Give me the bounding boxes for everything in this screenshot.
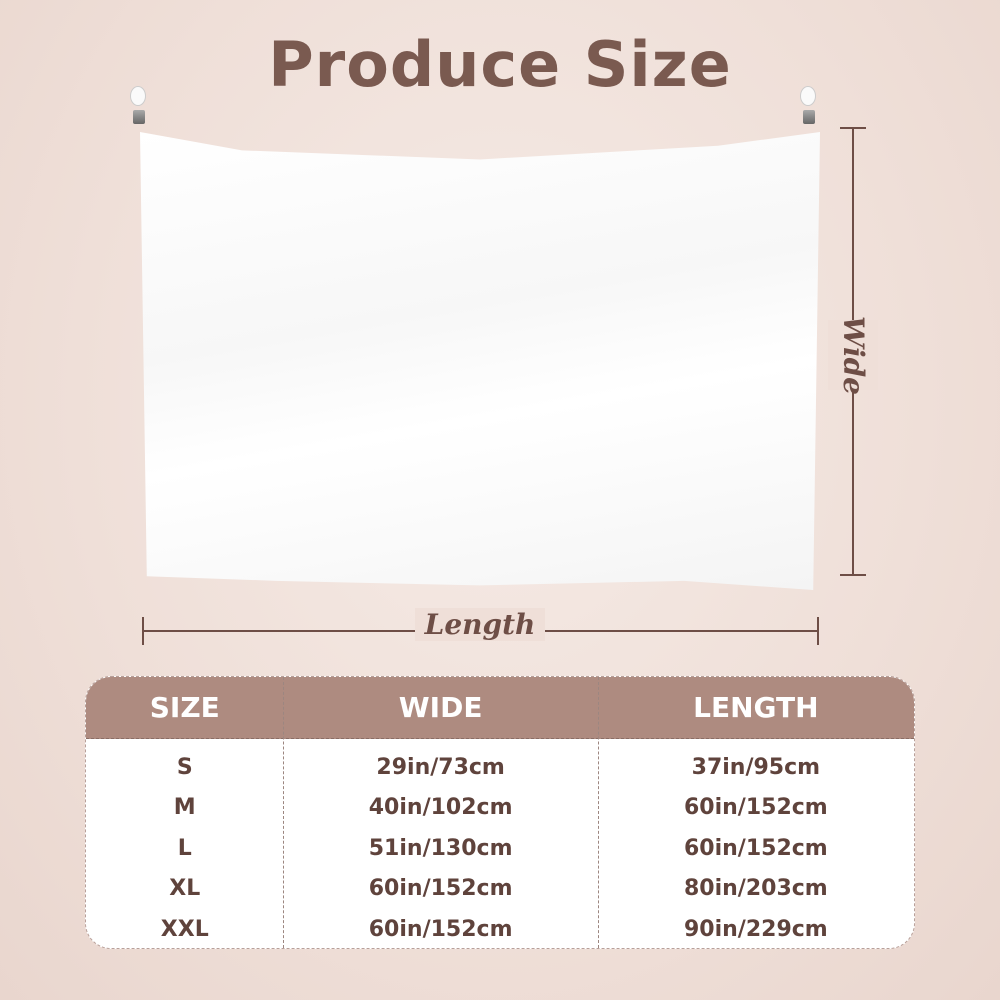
table-row: S 29in/73cm 37in/95cm: [86, 747, 914, 788]
cell-size: M: [173, 795, 196, 821]
cell-wide: 51in/130cm: [368, 835, 513, 861]
cell-size: XL: [169, 876, 201, 902]
cell-length: 60in/152cm: [683, 835, 828, 861]
size-table: SIZE WIDE LENGTH S 29in/73cm 37in/95cm M 40i…: [85, 676, 915, 949]
page-title: Produce Size: [268, 28, 732, 101]
dimension-cap: [142, 617, 144, 645]
table-row: XL 60in/152cm 80in/203cm: [86, 869, 914, 910]
table-row: M 40in/102cm 60in/152cm: [86, 788, 914, 829]
table-row: XXL 60in/152cm 90in/229cm: [86, 909, 914, 948]
cell-wide: 29in/73cm: [376, 754, 505, 780]
column-divider: [283, 677, 284, 948]
cell-length: 80in/203cm: [683, 876, 828, 902]
tapestry-image: [140, 132, 820, 590]
cell-length: 37in/95cm: [691, 754, 821, 780]
cell-wide: 40in/102cm: [368, 795, 513, 821]
clip-icon: [130, 86, 148, 126]
column-divider: [598, 677, 599, 948]
cell-size: S: [176, 754, 193, 780]
header-length: LENGTH: [693, 691, 819, 724]
table-header: SIZE WIDE LENGTH: [86, 677, 914, 739]
cell-length: 60in/152cm: [683, 795, 828, 821]
header-wide: WIDE: [398, 691, 483, 724]
header-size: SIZE: [149, 691, 220, 724]
wide-label-text: Wide: [836, 315, 870, 395]
dimension-cap: [817, 617, 819, 645]
length-label: Length: [415, 608, 545, 641]
wide-label: Wide: [828, 316, 878, 394]
cell-size: L: [177, 835, 192, 861]
cell-length: 90in/229cm: [683, 916, 828, 942]
dimension-cap: [840, 127, 866, 129]
dimension-cap: [840, 574, 866, 576]
table-row: L 51in/130cm 60in/152cm: [86, 828, 914, 869]
cell-wide: 60in/152cm: [368, 876, 513, 902]
cell-wide: 60in/152cm: [368, 916, 513, 942]
clip-icon: [800, 86, 818, 126]
cell-size: XXL: [160, 916, 209, 942]
